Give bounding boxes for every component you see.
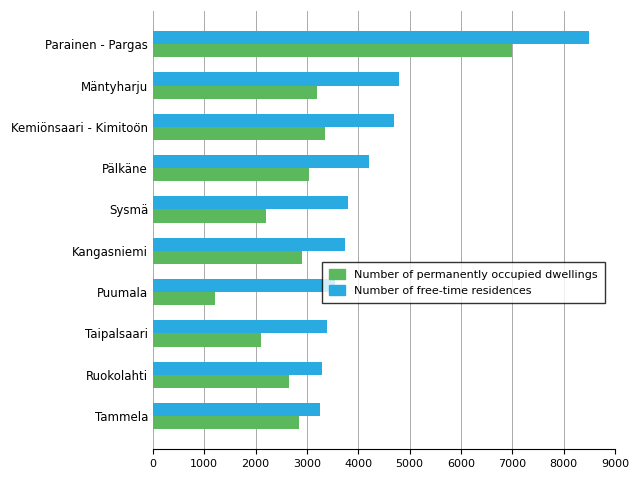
Bar [153,196,348,209]
Bar [153,251,302,264]
Bar [153,279,335,292]
Bar [153,416,300,429]
Bar [153,44,512,58]
Bar [153,155,369,168]
Bar [153,292,214,305]
Bar [153,320,328,334]
Bar [153,375,289,388]
Bar [153,209,266,223]
Bar [153,361,323,375]
Bar [153,238,346,251]
Bar [153,72,399,85]
Bar [153,127,325,140]
Bar [153,403,320,416]
Bar [153,168,310,181]
Bar [153,31,589,44]
Bar [153,85,317,99]
Legend: Number of permanently occupied dwellings, Number of free-time residences: Number of permanently occupied dwellings… [322,263,605,303]
Bar [153,334,260,347]
Bar [153,114,394,127]
